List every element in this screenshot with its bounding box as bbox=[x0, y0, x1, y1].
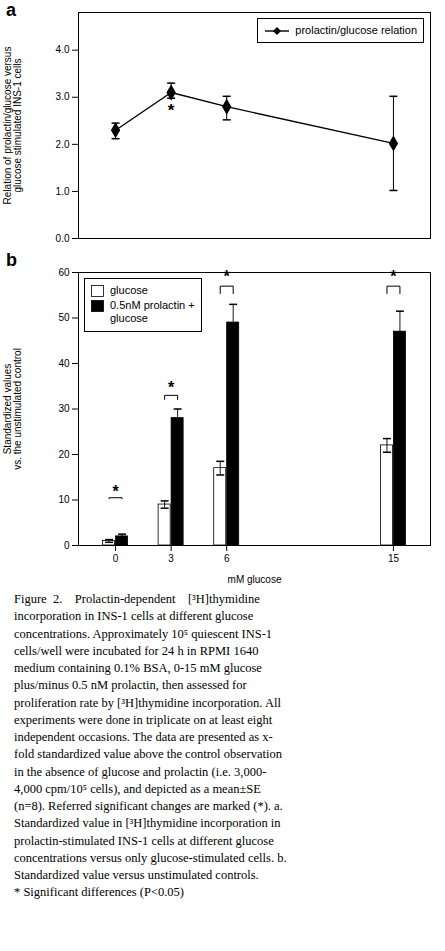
svg-text:3.0: 3.0 bbox=[56, 91, 70, 102]
svg-text:1.0: 1.0 bbox=[56, 186, 70, 197]
svg-text:4.0: 4.0 bbox=[56, 44, 70, 55]
svg-text:0.0: 0.0 bbox=[56, 233, 70, 244]
svg-text:60: 60 bbox=[58, 267, 70, 278]
svg-text:50: 50 bbox=[58, 312, 70, 323]
svg-text:0: 0 bbox=[64, 540, 70, 551]
svg-text:Standardized valuesvs. the uns: Standardized valuesvs. the unstimulated … bbox=[2, 348, 23, 470]
svg-text:2.0: 2.0 bbox=[56, 139, 70, 150]
svg-text:6: 6 bbox=[224, 553, 230, 564]
svg-text:*: * bbox=[112, 483, 119, 500]
svg-text:20: 20 bbox=[58, 449, 70, 460]
svg-text:30: 30 bbox=[58, 403, 70, 414]
svg-text:0: 0 bbox=[113, 553, 119, 564]
svg-text:40: 40 bbox=[58, 358, 70, 369]
html-text:a: a bbox=[6, 0, 16, 20]
html-text:prolactin/glucose relation: prolactin/glucose relation bbox=[295, 24, 417, 36]
html-text:0.5nM prolactin + glucose: 0.5nM prolactin + glucose bbox=[110, 299, 195, 325]
html-text:b: b bbox=[6, 250, 17, 270]
svg-text:*: * bbox=[390, 268, 397, 285]
svg-text:*: * bbox=[168, 379, 175, 396]
svg-text:mM glucose: mM glucose bbox=[228, 574, 282, 585]
svg-text:3: 3 bbox=[168, 553, 174, 564]
svg-text:15: 15 bbox=[388, 553, 400, 564]
svg-text:*: * bbox=[224, 268, 231, 285]
html-text:glucose: glucose bbox=[110, 284, 148, 296]
svg-text:Relation of prolactin/glucose: Relation of prolactin/glucose versusgluc… bbox=[2, 47, 23, 205]
svg-text:10: 10 bbox=[58, 494, 70, 505]
svg-text:*: * bbox=[168, 101, 175, 120]
html-text:Figure 2. Prolactin-dependent: Figure 2. Prolactin-dependent [³H]thymid… bbox=[14, 592, 287, 900]
